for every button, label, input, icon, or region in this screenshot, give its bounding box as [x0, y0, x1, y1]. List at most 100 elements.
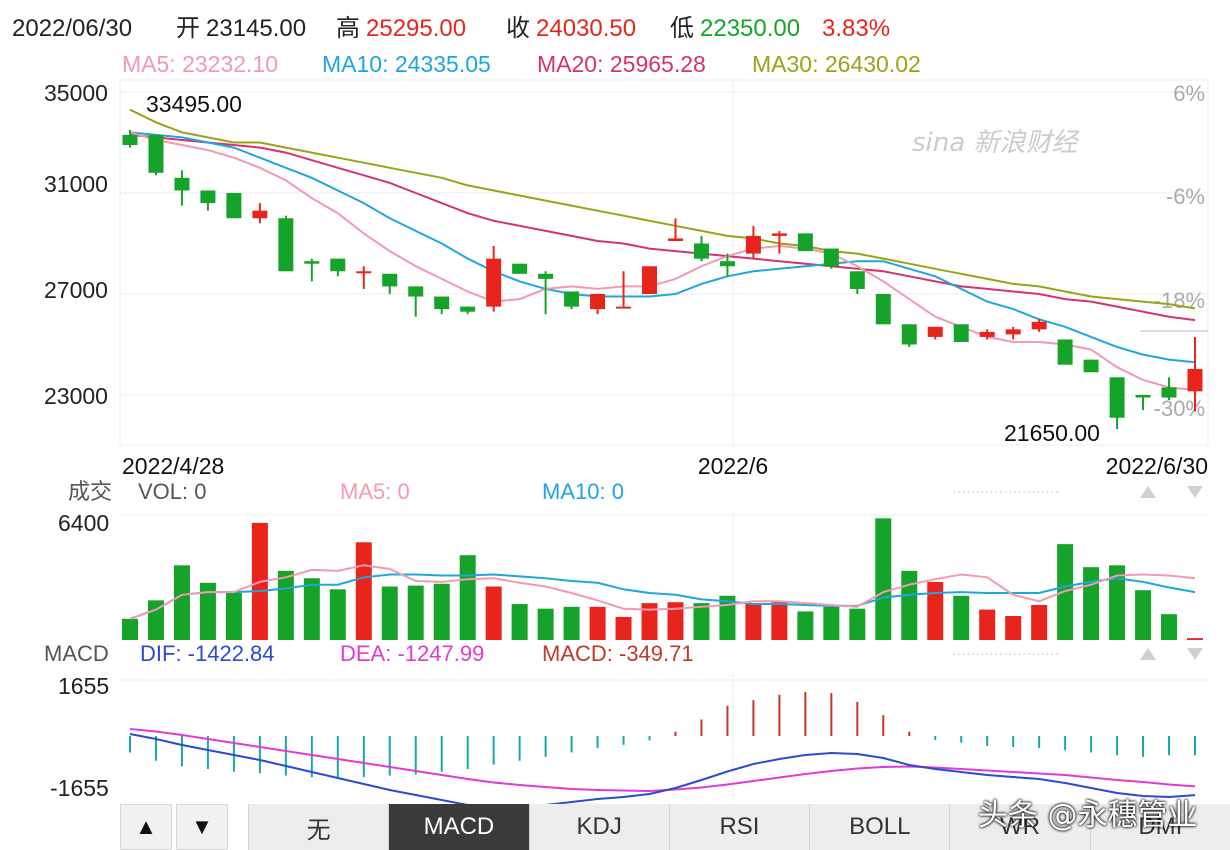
volume-bar — [1031, 604, 1048, 640]
x-label-end: 2022/6/30 — [1106, 453, 1208, 479]
ma20-line — [129, 133, 1196, 322]
y-tick-23000: 23000 — [44, 383, 108, 409]
volume-bar — [485, 586, 502, 640]
scroll-down-button[interactable]: ▼ — [176, 804, 228, 850]
volume-bar — [615, 616, 632, 640]
scroll-up-button[interactable]: ▲ — [120, 804, 172, 850]
tab-none[interactable]: 无 — [248, 804, 389, 850]
candle-body — [278, 218, 294, 272]
volume-bar — [667, 602, 684, 640]
price-frame — [119, 79, 1209, 446]
candle-body — [875, 294, 891, 325]
volume-down-icon[interactable] — [1187, 486, 1203, 498]
volume-ma10-line — [129, 573, 1196, 620]
volume-bar — [511, 604, 528, 640]
legend-ma30: MA30: 26430.02 — [752, 51, 921, 77]
header-low-value: 22350.00 — [700, 15, 800, 42]
volume-bar — [1187, 638, 1203, 640]
header-high-value: 25295.00 — [366, 15, 466, 42]
candle-body — [1005, 329, 1021, 335]
volume-ma10: MA10: 0 — [542, 479, 624, 504]
volume-bar — [745, 603, 762, 640]
tab-boll[interactable]: BOLL — [809, 804, 950, 850]
volume-bar — [407, 585, 424, 640]
header-high-label: 高 — [336, 15, 360, 42]
macd-y-tick-bottom: -1655 — [50, 775, 109, 801]
volume-panel-controls[interactable]: ······················· — [952, 483, 1203, 499]
candle-body — [771, 233, 787, 236]
candles — [122, 130, 1203, 430]
candle-body — [667, 238, 683, 241]
tab-kdj[interactable]: KDJ — [528, 804, 669, 850]
volume-bar — [329, 589, 346, 640]
volume-bar — [953, 595, 970, 640]
macd-y-tick-top: 1655 — [58, 673, 109, 699]
macd-panel-controls[interactable]: ······················· — [952, 645, 1203, 661]
volume-dots: ······················· — [952, 483, 1059, 499]
volume-bar — [875, 518, 892, 640]
pct-tick-minus6: -6% — [1166, 184, 1205, 209]
tab-wr[interactable]: WR — [949, 804, 1090, 850]
volume-bar — [641, 603, 658, 640]
candle-body — [1109, 377, 1125, 418]
candle-body — [174, 177, 190, 191]
volume-bar — [979, 609, 996, 640]
candle-body — [330, 258, 346, 272]
candle-body — [1135, 395, 1151, 398]
ma5-line — [129, 131, 1196, 391]
header-change: 3.83% — [822, 15, 890, 42]
volume-bar — [693, 603, 710, 640]
y-tick-27000: 27000 — [44, 277, 108, 303]
macd-macd: MACD: -349.71 — [542, 641, 694, 666]
header-close-label: 收 — [506, 15, 530, 42]
candle-body — [382, 273, 398, 287]
tab-dmi[interactable]: DMI — [1089, 804, 1230, 850]
ma-lines — [129, 108, 1196, 391]
x-label-mid: 2022/6 — [698, 453, 768, 479]
volume-bar — [849, 608, 866, 640]
macd-up-icon[interactable] — [1140, 648, 1156, 660]
macd-dots: ······················· — [952, 645, 1059, 661]
tab-macd[interactable]: MACD — [388, 804, 529, 850]
sina-logo: sina 新浪财经 — [912, 128, 1078, 158]
candle-body — [745, 235, 761, 254]
header-open-label: 开 — [176, 15, 200, 42]
candle-body — [1031, 321, 1047, 330]
volume-bar — [1083, 567, 1100, 640]
candle-body — [1083, 359, 1099, 373]
pct-tick-minus18: -18% — [1154, 288, 1205, 313]
macd-down-icon[interactable] — [1187, 648, 1203, 660]
candle-body — [486, 258, 502, 307]
candle-body — [226, 193, 242, 219]
macd-dea-line — [129, 728, 1196, 793]
macd-chart — [129, 692, 1196, 811]
volume-bar — [381, 586, 398, 640]
volume-vol: VOL: 0 — [138, 479, 206, 504]
legend-ma5: MA5: 23232.10 — [122, 51, 278, 77]
volume-bar — [122, 618, 138, 640]
candle-body — [1161, 387, 1177, 398]
indicator-tab-bar: ▲ ▼ 无 MACD KDJ RSI BOLL WR DMI — [120, 804, 1230, 850]
macd-dif: DIF: -1422.84 — [140, 641, 275, 666]
volume-up-icon[interactable] — [1140, 486, 1156, 498]
tab-rsi[interactable]: RSI — [668, 804, 810, 850]
ma10-line — [129, 131, 1196, 364]
candle-body — [512, 263, 528, 274]
candle-body — [564, 291, 580, 307]
volume-bar — [1109, 565, 1126, 640]
volume-bar — [563, 606, 580, 640]
candle-body — [356, 271, 372, 274]
candle-body — [953, 324, 969, 342]
pct-tick-minus30: -30% — [1154, 396, 1205, 421]
candle-body — [642, 266, 658, 294]
candle-body — [616, 306, 632, 309]
candle-body — [1187, 368, 1203, 392]
candle-body — [901, 324, 917, 345]
volume-label: 成交 — [68, 479, 112, 504]
y-tick-35000: 35000 — [44, 80, 108, 106]
candle-body — [122, 134, 138, 146]
candle-body — [590, 294, 606, 310]
candle-body — [252, 210, 268, 219]
header-close-value: 24030.50 — [536, 15, 636, 42]
